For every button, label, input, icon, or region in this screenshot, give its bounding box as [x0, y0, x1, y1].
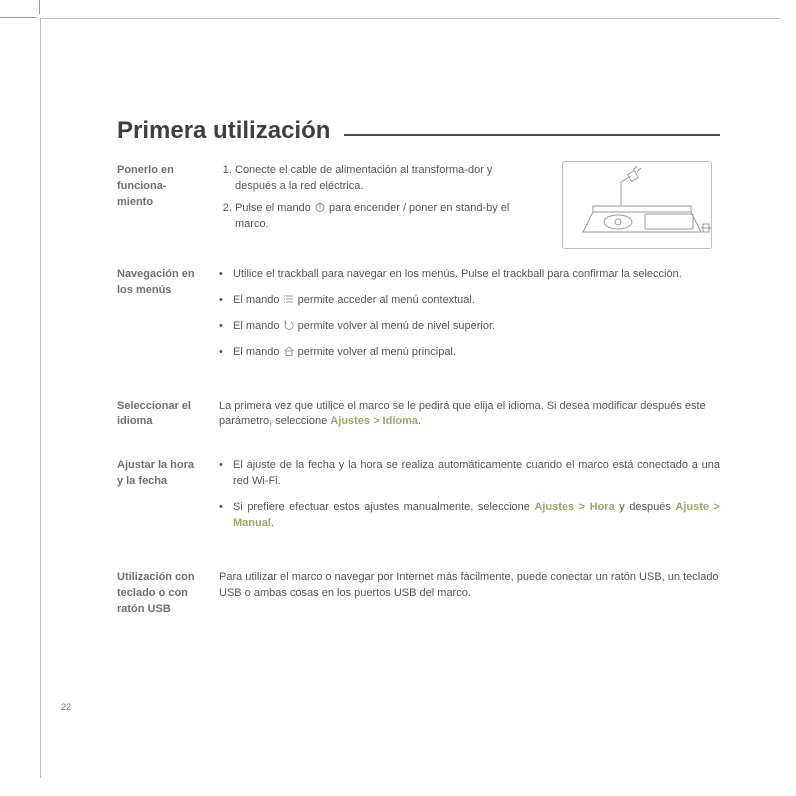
- home-icon: [283, 345, 295, 357]
- bullet-list: Utilice el trackball para navegar en los…: [219, 267, 720, 361]
- section-label: Navegación en los menús: [117, 267, 201, 371]
- text: permite volver al menú principal.: [295, 346, 456, 358]
- text: Si prefiere efectuar estos ajustes manua…: [233, 501, 534, 513]
- text: El mando: [233, 320, 283, 332]
- section-navigation: Navegación en los menús Utilice el track…: [117, 267, 720, 371]
- section-language: Seleccionar el idioma La primera vez que…: [117, 399, 720, 431]
- text: y después: [615, 501, 676, 513]
- list-item: El mando permite volver al menú de nivel…: [219, 319, 720, 335]
- page-number: 22: [61, 702, 71, 712]
- list-item: Utilice el trackball para navegar en los…: [219, 267, 720, 283]
- back-icon: [283, 319, 295, 331]
- crop-mark-vertical: [39, 0, 40, 14]
- title-rule: [344, 134, 720, 136]
- text: El ajuste de la fecha y la hora se reali…: [233, 459, 720, 487]
- section-label: Seleccionar el idioma: [117, 399, 201, 431]
- text: Para utilizar el marco o navegar por Int…: [219, 571, 719, 599]
- ordered-list: Conecte el cable de alimentación al tran…: [219, 163, 519, 233]
- section-body: Para utilizar el marco o navegar por Int…: [219, 570, 720, 618]
- bullet-list: El ajuste de la fecha y la hora se reali…: [219, 458, 720, 532]
- list-item: Pulse el mando para encender / poner en …: [235, 201, 519, 233]
- section-body: El ajuste de la fecha y la hora se reali…: [219, 458, 720, 542]
- page-frame: Primera utilización Ponerlo en funciona-…: [40, 18, 780, 778]
- text: permite volver al menú de nivel superior…: [295, 320, 496, 332]
- section-datetime: Ajustar la hora y la fecha El ajuste de …: [117, 458, 720, 542]
- section-body: Utilice el trackball para navegar en los…: [219, 267, 720, 371]
- section-usb: Utilización con teclado o con ratón USB …: [117, 570, 720, 618]
- text: permite acceder al menú contextual.: [295, 294, 475, 306]
- menu-path-highlight: Ajustes > Hora: [534, 501, 614, 513]
- section-body: La primera vez que utilice el marco se l…: [219, 399, 720, 431]
- text: El mando: [233, 294, 283, 306]
- section-label: Utilización con teclado o con ratón USB: [117, 570, 201, 618]
- text: .: [271, 517, 274, 529]
- text: Conecte el cable de alimentación al tran…: [235, 164, 492, 192]
- list-item: El mando permite acceder al menú context…: [219, 293, 720, 309]
- text: Utilice el trackball para navegar en los…: [233, 268, 682, 280]
- device-illustration: [562, 161, 712, 249]
- list-item: El mando permite volver al menú principa…: [219, 345, 720, 361]
- menu-icon: [283, 293, 295, 305]
- power-icon: [314, 201, 326, 213]
- section-label: Ajustar la hora y la fecha: [117, 458, 201, 542]
- text: Pulse el mando: [235, 202, 314, 214]
- page-content: Primera utilización Ponerlo en funciona-…: [41, 19, 780, 618]
- list-item: El ajuste de la fecha y la hora se reali…: [219, 458, 720, 490]
- list-item: Si prefiere efectuar estos ajustes manua…: [219, 500, 720, 532]
- crop-mark-horizontal: [0, 17, 36, 18]
- list-item: Conecte el cable de alimentación al tran…: [235, 163, 519, 195]
- section-body: Conecte el cable de alimentación al tran…: [219, 163, 519, 239]
- page-title: Primera utilización: [117, 117, 330, 145]
- text: El mando: [233, 346, 283, 358]
- text: La primera vez que utilice el marco se l…: [219, 400, 706, 428]
- menu-path-highlight: Ajustes > Idioma: [330, 415, 418, 427]
- text: .: [418, 415, 421, 427]
- title-row: Primera utilización: [117, 117, 720, 153]
- section-label: Ponerlo en funciona-miento: [117, 163, 201, 239]
